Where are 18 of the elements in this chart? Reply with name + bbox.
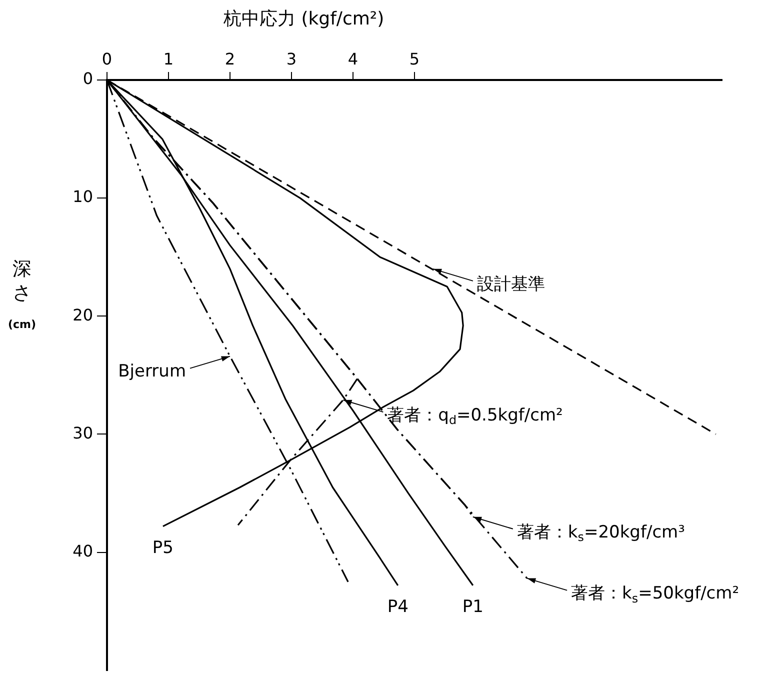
annotation: 設計基準: [476, 274, 545, 294]
x-tick-label: 2: [224, 50, 236, 69]
y-tick-label: 10: [72, 187, 93, 206]
series-label: P5: [152, 538, 174, 558]
x-tick-label: 4: [348, 50, 358, 69]
x-tick-label: 3: [286, 50, 297, 69]
annotation: Bjerrum: [118, 362, 186, 382]
x-axis-title: 杭中応力 (kgf/cm²): [222, 8, 384, 30]
series-label: P4: [387, 596, 408, 617]
series-label: P1: [462, 596, 484, 617]
y-tick-label: 20: [72, 305, 93, 324]
y-tick-label: 40: [72, 541, 93, 560]
y-axis-title: 深さ (cm): [8, 258, 36, 331]
x-tick-label: 5: [409, 50, 420, 69]
y-tick-label: 30: [72, 423, 93, 442]
y-tick-label: 0: [82, 69, 93, 88]
x-tick-label: 1: [163, 50, 174, 69]
x-tick-label: 0: [102, 50, 112, 69]
